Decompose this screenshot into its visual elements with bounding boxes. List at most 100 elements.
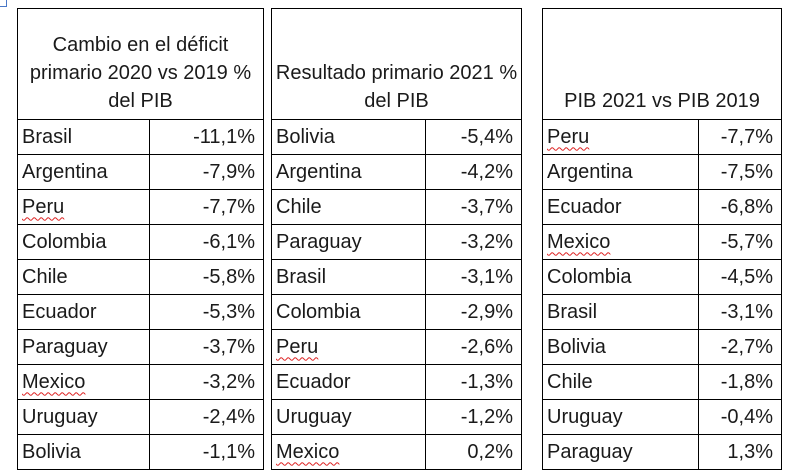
table-row: Peru -7,7% [542, 119, 782, 155]
value-cell: -3,1% [425, 259, 522, 295]
value-cell: -6,1% [149, 224, 264, 260]
country-name: Peru [22, 195, 65, 218]
table-row: Mexico -3,2% [17, 364, 264, 400]
country-name: Paraguay [276, 230, 362, 253]
table-row: Mexico -5,7% [542, 224, 782, 260]
country-cell: Paraguay [271, 224, 426, 260]
value-cell: -4,5% [698, 259, 782, 295]
country-cell: Ecuador [542, 189, 699, 225]
table-row: Bolivia -1,1% [17, 434, 264, 470]
value-cell: -4,2% [425, 154, 522, 190]
table-deficit-change: Cambio en el déficit primario 2020 vs 20… [17, 8, 264, 470]
country-name: Paraguay [22, 335, 108, 358]
value-cell: -1,2% [425, 399, 522, 435]
country-cell: Argentina [17, 154, 150, 190]
table-row: Uruguay -1,2% [271, 399, 522, 435]
country-name: Bolivia [22, 440, 81, 463]
country-cell: Mexico [271, 434, 426, 470]
table-row: Brasil -11,1% [17, 119, 264, 155]
country-name: Mexico [22, 370, 86, 393]
value-cell: -7,5% [698, 154, 782, 190]
country-cell: Chile [542, 364, 699, 400]
value-cell: 1,3% [698, 434, 782, 470]
table-header: Cambio en el déficit primario 2020 vs 20… [17, 8, 264, 120]
table-row: Ecuador -1,3% [271, 364, 522, 400]
country-cell: Chile [17, 259, 150, 295]
country-cell: Paraguay [542, 434, 699, 470]
country-cell: Bolivia [17, 434, 150, 470]
country-name: Ecuador [276, 370, 351, 393]
table-row: Chile -5,8% [17, 259, 264, 295]
table-row: Paraguay -3,7% [17, 329, 264, 365]
country-name: Brasil [547, 300, 598, 323]
country-cell: Chile [271, 189, 426, 225]
table-header: Resultado primario 2021 % del PIB [271, 8, 522, 120]
value-cell: -1,3% [425, 364, 522, 400]
country-cell: Peru [542, 119, 699, 155]
country-cell: Bolivia [542, 329, 699, 365]
country-name: Uruguay [22, 405, 98, 428]
table-row: Chile -1,8% [542, 364, 782, 400]
table-row: Uruguay -2,4% [17, 399, 264, 435]
country-cell: Colombia [17, 224, 150, 260]
country-name: Peru [276, 335, 319, 358]
country-cell: Uruguay [271, 399, 426, 435]
value-cell: -5,7% [698, 224, 782, 260]
country-cell: Brasil [17, 119, 150, 155]
country-name: Bolivia [276, 125, 335, 148]
value-cell: -2,7% [698, 329, 782, 365]
country-cell: Ecuador [271, 364, 426, 400]
table-row: Brasil -3,1% [271, 259, 522, 295]
value-cell: -2,9% [425, 294, 522, 330]
country-cell: Mexico [542, 224, 699, 260]
value-cell: -2,4% [149, 399, 264, 435]
table-row: Bolivia -5,4% [271, 119, 522, 155]
country-name: Ecuador [22, 300, 97, 323]
country-name: Peru [547, 125, 590, 148]
country-name: Uruguay [547, 405, 623, 428]
country-cell: Ecuador [17, 294, 150, 330]
value-cell: -7,7% [698, 119, 782, 155]
country-name: Argentina [276, 160, 362, 183]
country-name: Brasil [22, 125, 73, 148]
table-row: Colombia -4,5% [542, 259, 782, 295]
country-name: Chile [276, 195, 322, 218]
table-row: Peru -7,7% [17, 189, 264, 225]
table-row: Paraguay -3,2% [271, 224, 522, 260]
table-row: Colombia -2,9% [271, 294, 522, 330]
table-gdp-change: PIB 2021 vs PIB 2019 Peru -7,7% Argentina -… [542, 8, 782, 470]
country-cell: Colombia [542, 259, 699, 295]
table-row: Brasil -3,1% [542, 294, 782, 330]
value-cell: -7,9% [149, 154, 264, 190]
table-row: Chile -3,7% [271, 189, 522, 225]
country-name: Colombia [22, 230, 107, 253]
value-cell: -5,4% [425, 119, 522, 155]
value-cell: 0,2% [425, 434, 522, 470]
country-name: Ecuador [547, 195, 622, 218]
value-cell: -3,2% [425, 224, 522, 260]
value-cell: -2,6% [425, 329, 522, 365]
table-row: Argentina -7,5% [542, 154, 782, 190]
country-cell: Colombia [271, 294, 426, 330]
table-row: Mexico 0,2% [271, 434, 522, 470]
table-header: PIB 2021 vs PIB 2019 [542, 8, 782, 120]
value-cell: -7,7% [149, 189, 264, 225]
country-cell: Brasil [542, 294, 699, 330]
value-cell: -1,1% [149, 434, 264, 470]
country-name: Mexico [276, 440, 340, 463]
table-row: Ecuador -6,8% [542, 189, 782, 225]
country-name: Bolivia [547, 335, 606, 358]
country-name: Brasil [276, 265, 327, 288]
country-cell: Uruguay [542, 399, 699, 435]
table-primary-result: Resultado primario 2021 % del PIB Bolivi… [271, 8, 522, 470]
value-cell: -3,2% [149, 364, 264, 400]
country-cell: Argentina [542, 154, 699, 190]
country-name: Argentina [547, 160, 633, 183]
country-cell: Peru [271, 329, 426, 365]
country-cell: Brasil [271, 259, 426, 295]
country-name: Colombia [276, 300, 361, 323]
country-cell: Uruguay [17, 399, 150, 435]
value-cell: -5,3% [149, 294, 264, 330]
table-row: Ecuador -5,3% [17, 294, 264, 330]
country-name: Chile [547, 370, 593, 393]
